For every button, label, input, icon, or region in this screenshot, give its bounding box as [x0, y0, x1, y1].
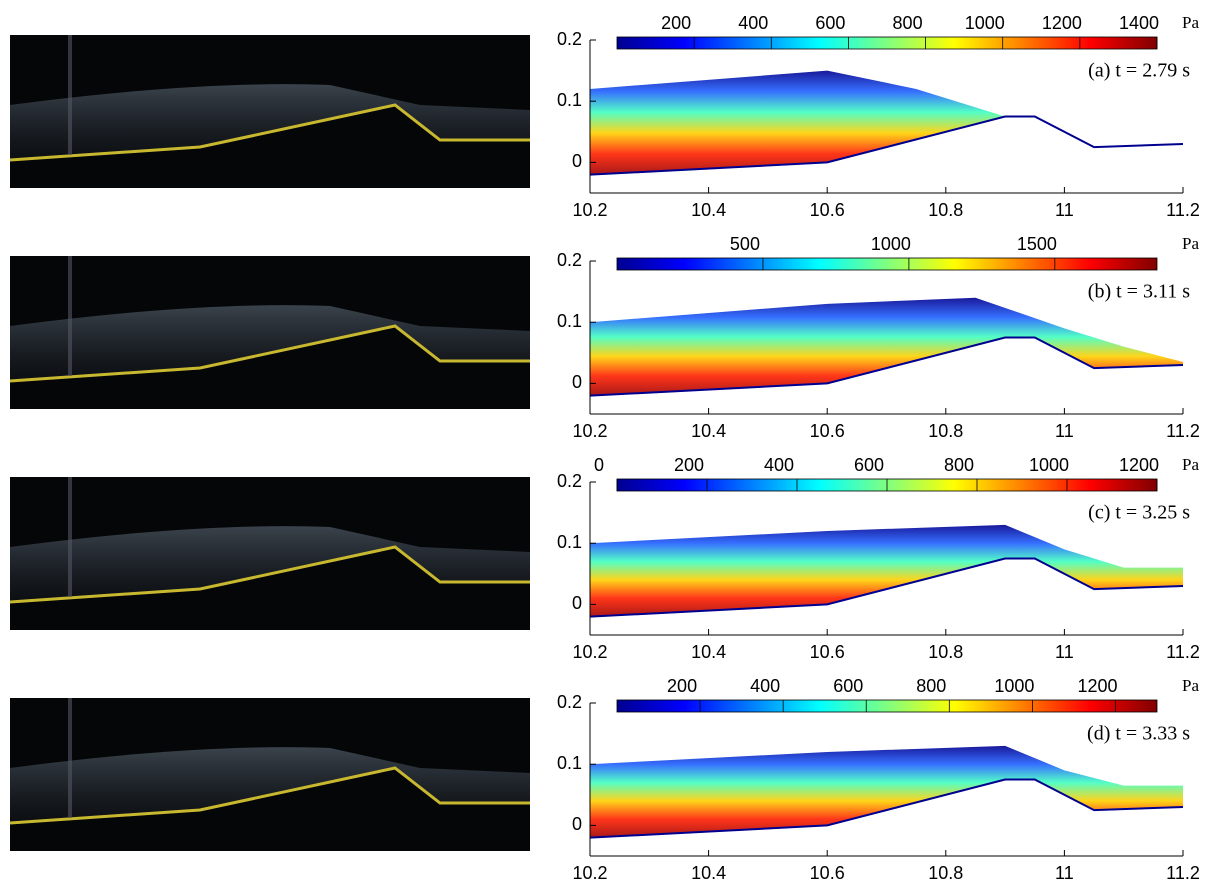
photo-water: [10, 526, 530, 602]
panel-label: (b) t = 3.11 s: [1088, 281, 1190, 303]
photo-bed: [9, 766, 530, 825]
photo-bed: [9, 324, 530, 383]
x-tick-label: 11.2: [1166, 642, 1200, 662]
photo-water: [10, 305, 530, 381]
bed-profile: [589, 557, 1184, 618]
colorbar-tick-label: 1500: [1017, 234, 1057, 254]
colorbar-tick-label: 1000: [994, 676, 1034, 696]
y-tick-label: 0.2: [557, 692, 582, 712]
y-tick-label: 0.1: [557, 90, 582, 110]
x-tick-label: 10.6: [810, 200, 845, 220]
colorbar-tick-label: 600: [833, 676, 863, 696]
colorbar-tick-label: 1000: [1029, 455, 1069, 475]
photo-bed: [9, 103, 530, 162]
x-tick-label: 10.8: [928, 863, 963, 879]
x-tick-label: 10.6: [810, 642, 845, 662]
bed-profile: [589, 336, 1184, 397]
x-tick-label: 10.8: [928, 421, 963, 441]
x-tick-label: 10.4: [691, 642, 726, 662]
colorbar-tick-label: 1200: [1119, 455, 1159, 475]
bed-profile: [589, 115, 1184, 176]
colorbar: [616, 36, 1158, 50]
x-tick-label: 11.2: [1166, 863, 1200, 879]
bed-profile: [589, 778, 1184, 839]
y-tick-label: 0.1: [557, 532, 582, 552]
x-tick-label: 10.8: [928, 642, 963, 662]
x-tick-label: 10.4: [691, 421, 726, 441]
photo-bed: [9, 545, 530, 604]
y-tick-label: 0.1: [557, 753, 582, 773]
colorbar-tick-label: 0: [594, 455, 604, 475]
colorbar-tick-label: 1000: [965, 13, 1005, 33]
particle-field: [590, 70, 1006, 175]
colorbar-tick-label: 400: [750, 676, 780, 696]
colorbar-unit: Pa: [1182, 676, 1199, 695]
x-tick-label: 10.4: [691, 863, 726, 879]
colorbar-tick-label: 200: [667, 676, 697, 696]
y-tick-label: 0: [572, 372, 582, 392]
colorbar-tick-label: 1400: [1119, 13, 1159, 33]
colorbar-tick-label: 600: [854, 455, 884, 475]
x-tick-label: 10.6: [810, 863, 845, 879]
x-tick-label: 10.6: [810, 421, 845, 441]
colorbar-tick-label: 600: [815, 13, 845, 33]
colorbar-unit: Pa: [1182, 234, 1199, 253]
y-tick-label: 0: [572, 151, 582, 171]
colorbar-tick-label: 1200: [1077, 676, 1117, 696]
x-tick-label: 10.8: [928, 200, 963, 220]
panel-label: (c) t = 3.25 s: [1088, 502, 1190, 524]
colorbar-tick-label: 400: [764, 455, 794, 475]
x-tick-label: 10.2: [572, 421, 607, 441]
y-tick-label: 0.2: [557, 250, 582, 270]
colorbar-unit: Pa: [1182, 455, 1199, 474]
colorbar-tick-label: 500: [730, 234, 760, 254]
particle-field: [590, 297, 1183, 396]
y-tick-label: 0.1: [557, 311, 582, 331]
x-tick-label: 10.2: [572, 863, 607, 879]
colorbar-tick-label: 800: [916, 676, 946, 696]
x-tick-label: 11: [1055, 863, 1074, 879]
colorbar-tick-label: 200: [661, 13, 691, 33]
particle-field: [590, 524, 1183, 617]
particle-field: [590, 745, 1183, 838]
colorbar-tick-label: 400: [738, 13, 768, 33]
colorbar-tick-label: 1200: [1042, 13, 1082, 33]
x-tick-label: 10.4: [691, 200, 726, 220]
panel-label: (d) t = 3.33 s: [1087, 723, 1190, 745]
x-tick-label: 11.2: [1166, 421, 1200, 441]
colorbar-tick-label: 800: [893, 13, 923, 33]
x-tick-label: 11: [1055, 642, 1074, 662]
y-tick-label: 0.2: [557, 29, 582, 49]
y-tick-label: 0: [572, 814, 582, 834]
y-tick-label: 0.2: [557, 471, 582, 491]
colorbar-tick-label: 1000: [871, 234, 911, 254]
colorbar-tick-label: 800: [944, 455, 974, 475]
x-tick-label: 10.2: [572, 200, 607, 220]
x-tick-label: 10.2: [572, 642, 607, 662]
photo-water: [10, 84, 530, 160]
y-tick-label: 0: [572, 593, 582, 613]
photo-water: [10, 747, 530, 823]
colorbar-unit: Pa: [1182, 13, 1199, 32]
colorbar-tick-label: 200: [674, 455, 704, 475]
colorbar: [616, 257, 1158, 271]
x-tick-label: 11.2: [1166, 200, 1200, 220]
x-tick-label: 11: [1055, 421, 1074, 441]
x-tick-label: 11: [1055, 200, 1074, 220]
panel-label: (a) t = 2.79 s: [1088, 60, 1190, 82]
colorbar: [616, 699, 1158, 713]
